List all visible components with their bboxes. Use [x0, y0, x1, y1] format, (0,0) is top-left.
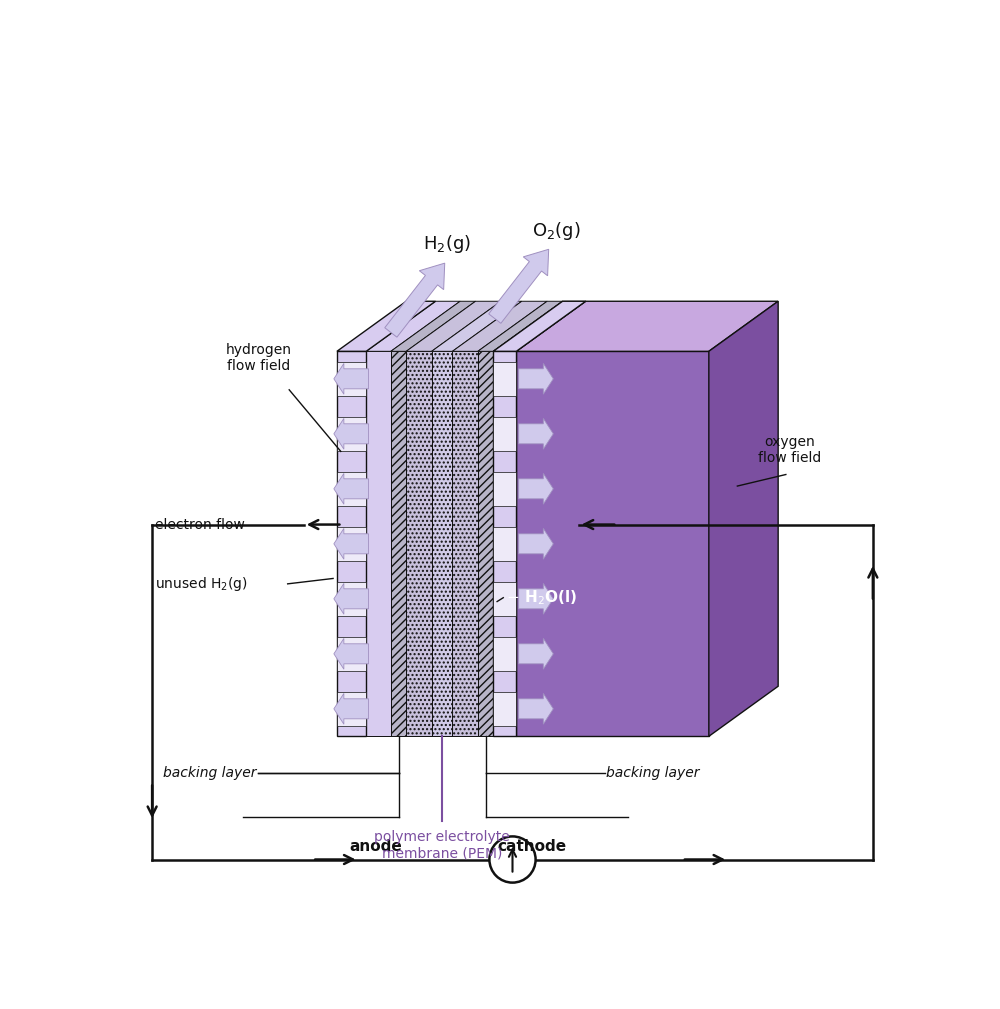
- Text: unused H$_2$(g): unused H$_2$(g): [155, 575, 248, 593]
- Polygon shape: [493, 351, 516, 737]
- Text: $-$ H$_2$O(l): $-$ H$_2$O(l): [506, 588, 577, 607]
- Polygon shape: [334, 693, 369, 724]
- Polygon shape: [337, 302, 436, 351]
- Polygon shape: [432, 302, 522, 351]
- Polygon shape: [337, 351, 366, 737]
- Polygon shape: [493, 417, 516, 451]
- Polygon shape: [519, 693, 553, 724]
- Polygon shape: [337, 637, 366, 671]
- Text: oxygen
flow field: oxygen flow field: [758, 435, 821, 465]
- Polygon shape: [334, 419, 369, 449]
- Polygon shape: [452, 351, 478, 737]
- Polygon shape: [366, 351, 391, 737]
- Polygon shape: [493, 351, 516, 737]
- Polygon shape: [493, 637, 516, 671]
- Text: O$_2$(g): O$_2$(g): [532, 220, 581, 241]
- Polygon shape: [493, 692, 516, 725]
- Polygon shape: [366, 302, 460, 351]
- Text: hydrogen
flow field: hydrogen flow field: [225, 343, 291, 373]
- Polygon shape: [516, 351, 709, 737]
- Text: anode: anode: [349, 838, 402, 854]
- Polygon shape: [478, 302, 563, 351]
- Polygon shape: [493, 472, 516, 506]
- Polygon shape: [489, 249, 549, 323]
- Polygon shape: [493, 527, 516, 561]
- Polygon shape: [519, 363, 553, 395]
- Polygon shape: [493, 362, 516, 396]
- Polygon shape: [391, 351, 406, 737]
- Text: backing layer: backing layer: [606, 766, 700, 780]
- Polygon shape: [519, 639, 553, 669]
- Polygon shape: [493, 302, 586, 351]
- Polygon shape: [516, 302, 778, 351]
- Polygon shape: [337, 527, 366, 561]
- Polygon shape: [519, 583, 553, 614]
- Polygon shape: [493, 582, 516, 615]
- Text: backing layer: backing layer: [163, 766, 257, 780]
- Polygon shape: [334, 639, 369, 669]
- Polygon shape: [519, 419, 553, 449]
- Polygon shape: [493, 302, 586, 351]
- Circle shape: [489, 836, 536, 883]
- Polygon shape: [709, 302, 778, 737]
- Polygon shape: [391, 302, 476, 351]
- Text: polymer electrolyte
membrane (PEM): polymer electrolyte membrane (PEM): [374, 830, 510, 861]
- Polygon shape: [337, 692, 366, 725]
- Polygon shape: [337, 582, 366, 615]
- Polygon shape: [478, 351, 493, 737]
- Polygon shape: [337, 417, 366, 451]
- Polygon shape: [519, 473, 553, 504]
- Polygon shape: [519, 529, 553, 559]
- Polygon shape: [337, 472, 366, 506]
- Polygon shape: [334, 529, 369, 559]
- Polygon shape: [385, 263, 445, 337]
- Polygon shape: [334, 473, 369, 504]
- Polygon shape: [334, 583, 369, 614]
- Polygon shape: [334, 363, 369, 395]
- Polygon shape: [452, 302, 547, 351]
- Polygon shape: [406, 351, 432, 737]
- Polygon shape: [337, 362, 366, 396]
- Text: H$_2$(g): H$_2$(g): [423, 233, 471, 255]
- Polygon shape: [432, 351, 452, 737]
- Text: electron flow: electron flow: [155, 518, 245, 532]
- Polygon shape: [406, 302, 501, 351]
- Text: cathode: cathode: [497, 838, 566, 854]
